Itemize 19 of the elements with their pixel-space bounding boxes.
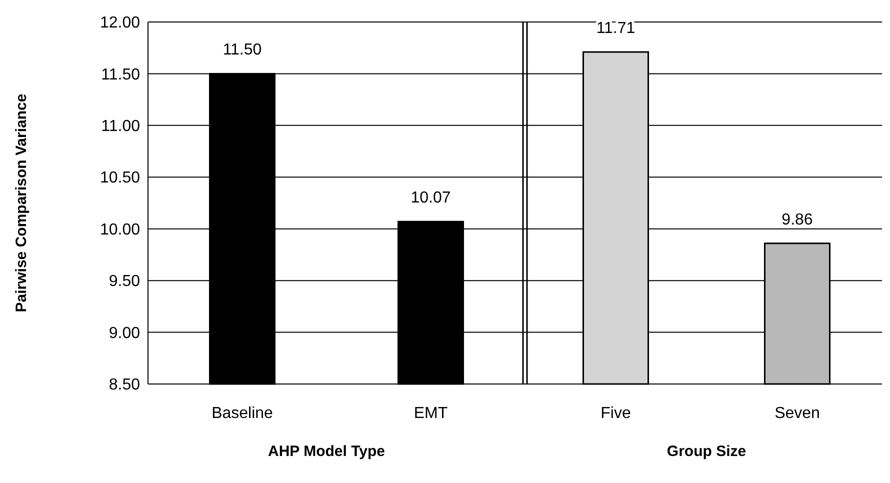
y-axis-title: Pairwise Comparison Variance [13, 94, 30, 312]
y-tick-label: 11.50 [101, 66, 140, 84]
y-tick-label: 9.50 [108, 273, 140, 290]
y-tick-label: 8.50 [108, 376, 140, 394]
x-tick-label: Baseline [212, 405, 274, 422]
y-tick-label: 12.00 [100, 14, 140, 32]
y-tick-label: 9.00 [108, 324, 140, 342]
y-tick-label: 10.00 [100, 221, 140, 238]
data-label: 11.71 [596, 20, 636, 37]
data-label: 10.07 [410, 190, 451, 207]
x-axis-title: AHP Model Type [268, 443, 385, 460]
x-tick-label: EMT [414, 405, 448, 422]
data-label: 11.50 [222, 42, 262, 59]
x-tick-label: Five [600, 405, 631, 422]
data-label: 9.86 [782, 211, 813, 228]
x-axis-title: Group Size [666, 443, 746, 460]
y-tick-label: 10.50 [100, 170, 140, 187]
y-tick-label: 11.00 [101, 118, 140, 136]
x-tick-label: Seven [774, 405, 820, 422]
